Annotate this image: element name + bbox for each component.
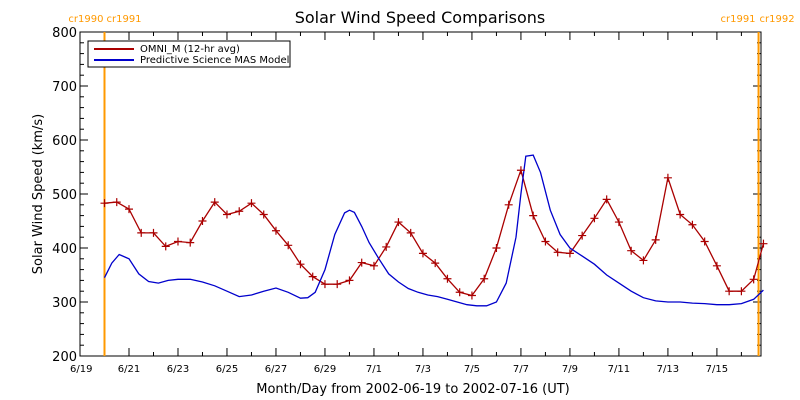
carrington-label: cr1991 bbox=[106, 14, 141, 25]
data-point-marker bbox=[198, 217, 207, 225]
x-tick-label: 6/25 bbox=[216, 364, 238, 375]
data-point-marker bbox=[271, 226, 280, 235]
data-point-marker bbox=[676, 210, 685, 219]
data-point-marker bbox=[210, 198, 219, 207]
x-tick-label: 6/21 bbox=[118, 364, 140, 375]
data-point-marker bbox=[725, 287, 734, 296]
data-point-marker bbox=[259, 210, 268, 219]
data-point-marker bbox=[382, 242, 391, 251]
x-tick-label: 6/23 bbox=[167, 364, 189, 375]
data-point-marker bbox=[492, 244, 501, 252]
y-tick-label: 800 bbox=[52, 26, 77, 41]
x-axis-label: Month/Day from 2002-06-19 to 2002-07-16 … bbox=[256, 382, 569, 397]
x-tick-label: 6/19 bbox=[70, 364, 92, 375]
legend-box bbox=[87, 40, 291, 68]
data-point-marker bbox=[161, 242, 170, 251]
y-tick-label: 200 bbox=[52, 350, 77, 365]
data-point-marker bbox=[369, 261, 378, 270]
data-point-marker bbox=[663, 173, 672, 182]
data-point-marker bbox=[565, 249, 574, 258]
data-point-marker bbox=[443, 274, 452, 283]
y-tick-label: 300 bbox=[52, 296, 77, 311]
data-point-marker bbox=[712, 261, 721, 270]
data-point-marker bbox=[406, 228, 415, 237]
data-point-marker bbox=[394, 218, 403, 227]
legend-label-mas: Predictive Science MAS Model bbox=[140, 55, 289, 66]
data-point-marker bbox=[553, 248, 562, 257]
data-point-marker bbox=[639, 256, 648, 265]
data-point-marker bbox=[235, 207, 244, 216]
data-point-marker bbox=[357, 258, 366, 267]
data-point-marker bbox=[112, 198, 121, 207]
data-point-marker bbox=[700, 237, 709, 246]
data-point-marker bbox=[345, 276, 354, 285]
data-point-marker bbox=[284, 241, 293, 250]
data-point-marker bbox=[247, 199, 256, 208]
x-tick-label: 7/11 bbox=[608, 364, 630, 375]
data-point-marker bbox=[504, 200, 513, 209]
chart-title: Solar Wind Speed Comparisons bbox=[295, 8, 546, 27]
x-tick-label: 7/15 bbox=[706, 364, 728, 375]
data-point-marker bbox=[137, 228, 146, 237]
x-tick-label: 7/7 bbox=[513, 364, 529, 375]
x-tick-label: 7/9 bbox=[562, 364, 578, 375]
data-point-marker bbox=[149, 228, 158, 237]
data-point-marker bbox=[759, 239, 768, 248]
data-point-marker bbox=[541, 237, 550, 246]
data-point-marker bbox=[100, 199, 109, 208]
carrington-label: cr1990 bbox=[68, 14, 103, 25]
data-point-marker bbox=[418, 249, 427, 258]
data-point-marker bbox=[749, 275, 758, 284]
data-point-marker bbox=[467, 291, 476, 300]
x-tick-label: 6/27 bbox=[265, 364, 287, 375]
data-point-marker bbox=[455, 288, 464, 297]
data-point-marker bbox=[173, 237, 182, 246]
y-tick-label: 600 bbox=[52, 134, 77, 149]
data-point-marker bbox=[614, 218, 623, 227]
y-tick-label: 500 bbox=[52, 188, 77, 203]
data-point-marker bbox=[529, 211, 538, 220]
y-tick-label: 700 bbox=[52, 80, 77, 95]
data-point-marker bbox=[124, 205, 133, 214]
data-point-marker bbox=[590, 214, 599, 223]
data-point-marker bbox=[516, 166, 525, 175]
y-tick-label: 400 bbox=[52, 242, 77, 257]
x-tick-label: 7/13 bbox=[657, 364, 679, 375]
series-line-mas bbox=[103, 154, 764, 307]
data-point-marker bbox=[578, 231, 587, 240]
x-tick-label: 7/5 bbox=[464, 364, 480, 375]
data-point-marker bbox=[602, 195, 611, 204]
x-tick-label: 7/3 bbox=[415, 364, 431, 375]
data-point-marker bbox=[186, 238, 195, 247]
data-point-marker bbox=[320, 280, 329, 289]
data-point-marker bbox=[627, 246, 636, 255]
legend: OMNI_M (12-hr avg) Predictive Science MA… bbox=[87, 40, 291, 68]
x-tick-label: 6/29 bbox=[314, 364, 336, 375]
data-point-marker bbox=[651, 235, 660, 244]
data-point-marker bbox=[296, 260, 305, 269]
legend-label-omni: OMNI_M (12-hr avg) bbox=[140, 44, 240, 55]
data-point-marker bbox=[431, 259, 440, 268]
data-point-marker bbox=[737, 287, 746, 296]
data-point-marker bbox=[688, 220, 697, 229]
data-point-marker bbox=[222, 210, 231, 219]
carrington-label: cr1992 bbox=[760, 14, 795, 25]
carrington-label: cr1991 bbox=[720, 14, 755, 25]
data-point-marker bbox=[333, 280, 342, 289]
data-point-marker bbox=[308, 272, 317, 281]
data-point-marker bbox=[480, 274, 489, 283]
x-tick-label: 7/1 bbox=[366, 364, 382, 375]
y-axis-label: Solar Wind Speed (km/s) bbox=[31, 114, 46, 274]
